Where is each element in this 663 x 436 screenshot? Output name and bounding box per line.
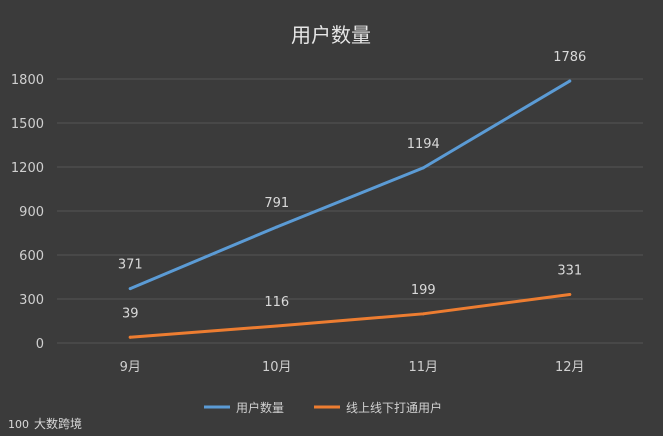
- watermark-text: 大数跨境: [34, 416, 82, 431]
- data-point: [128, 335, 132, 339]
- data-point: [275, 225, 279, 229]
- legend-label: 用户数量: [236, 400, 284, 415]
- y-tick-label: 0: [36, 337, 44, 352]
- data-point: [128, 287, 132, 291]
- x-tick-label: 11月: [408, 360, 438, 375]
- legend-label: 线上线下打通用户: [346, 400, 442, 415]
- data-label: 116: [264, 295, 289, 310]
- data-label: 199: [411, 283, 436, 298]
- chart-title: 用户数量: [291, 23, 371, 47]
- series-group: [128, 79, 572, 339]
- data-label: 331: [557, 263, 582, 278]
- data-point: [421, 166, 425, 170]
- series-line: [128, 79, 572, 291]
- y-axis: 0 300 600 900 1200 1500 1800: [11, 73, 44, 352]
- legend: 用户数量 线上线下打通用户: [204, 400, 442, 415]
- x-axis: 9月 10月 11月 12月: [120, 360, 585, 375]
- y-tick-label: 1200: [11, 161, 44, 176]
- data-label: 1194: [407, 137, 440, 152]
- y-tick-label: 1500: [11, 117, 44, 132]
- y-tick-label: 300: [19, 293, 44, 308]
- data-point: [275, 324, 279, 328]
- data-label: 1786: [553, 50, 586, 65]
- gridlines: [57, 78, 643, 344]
- series-line: [128, 292, 572, 339]
- watermark-logo: 100: [8, 418, 29, 431]
- data-labels: 371 791 1194 1786 39 116 199 331: [118, 50, 586, 321]
- x-tick-label: 10月: [262, 360, 292, 375]
- x-tick-label: 12月: [555, 360, 585, 375]
- data-point: [568, 79, 572, 83]
- y-tick-label: 1800: [11, 73, 44, 88]
- data-label: 791: [264, 196, 289, 211]
- data-point: [421, 312, 425, 316]
- watermark: 100 大数跨境: [8, 416, 82, 431]
- y-tick-label: 900: [19, 205, 44, 220]
- y-tick-label: 600: [19, 249, 44, 264]
- data-label: 371: [118, 258, 143, 273]
- data-label: 39: [122, 306, 139, 321]
- data-point: [568, 292, 572, 296]
- x-tick-label: 9月: [120, 360, 141, 375]
